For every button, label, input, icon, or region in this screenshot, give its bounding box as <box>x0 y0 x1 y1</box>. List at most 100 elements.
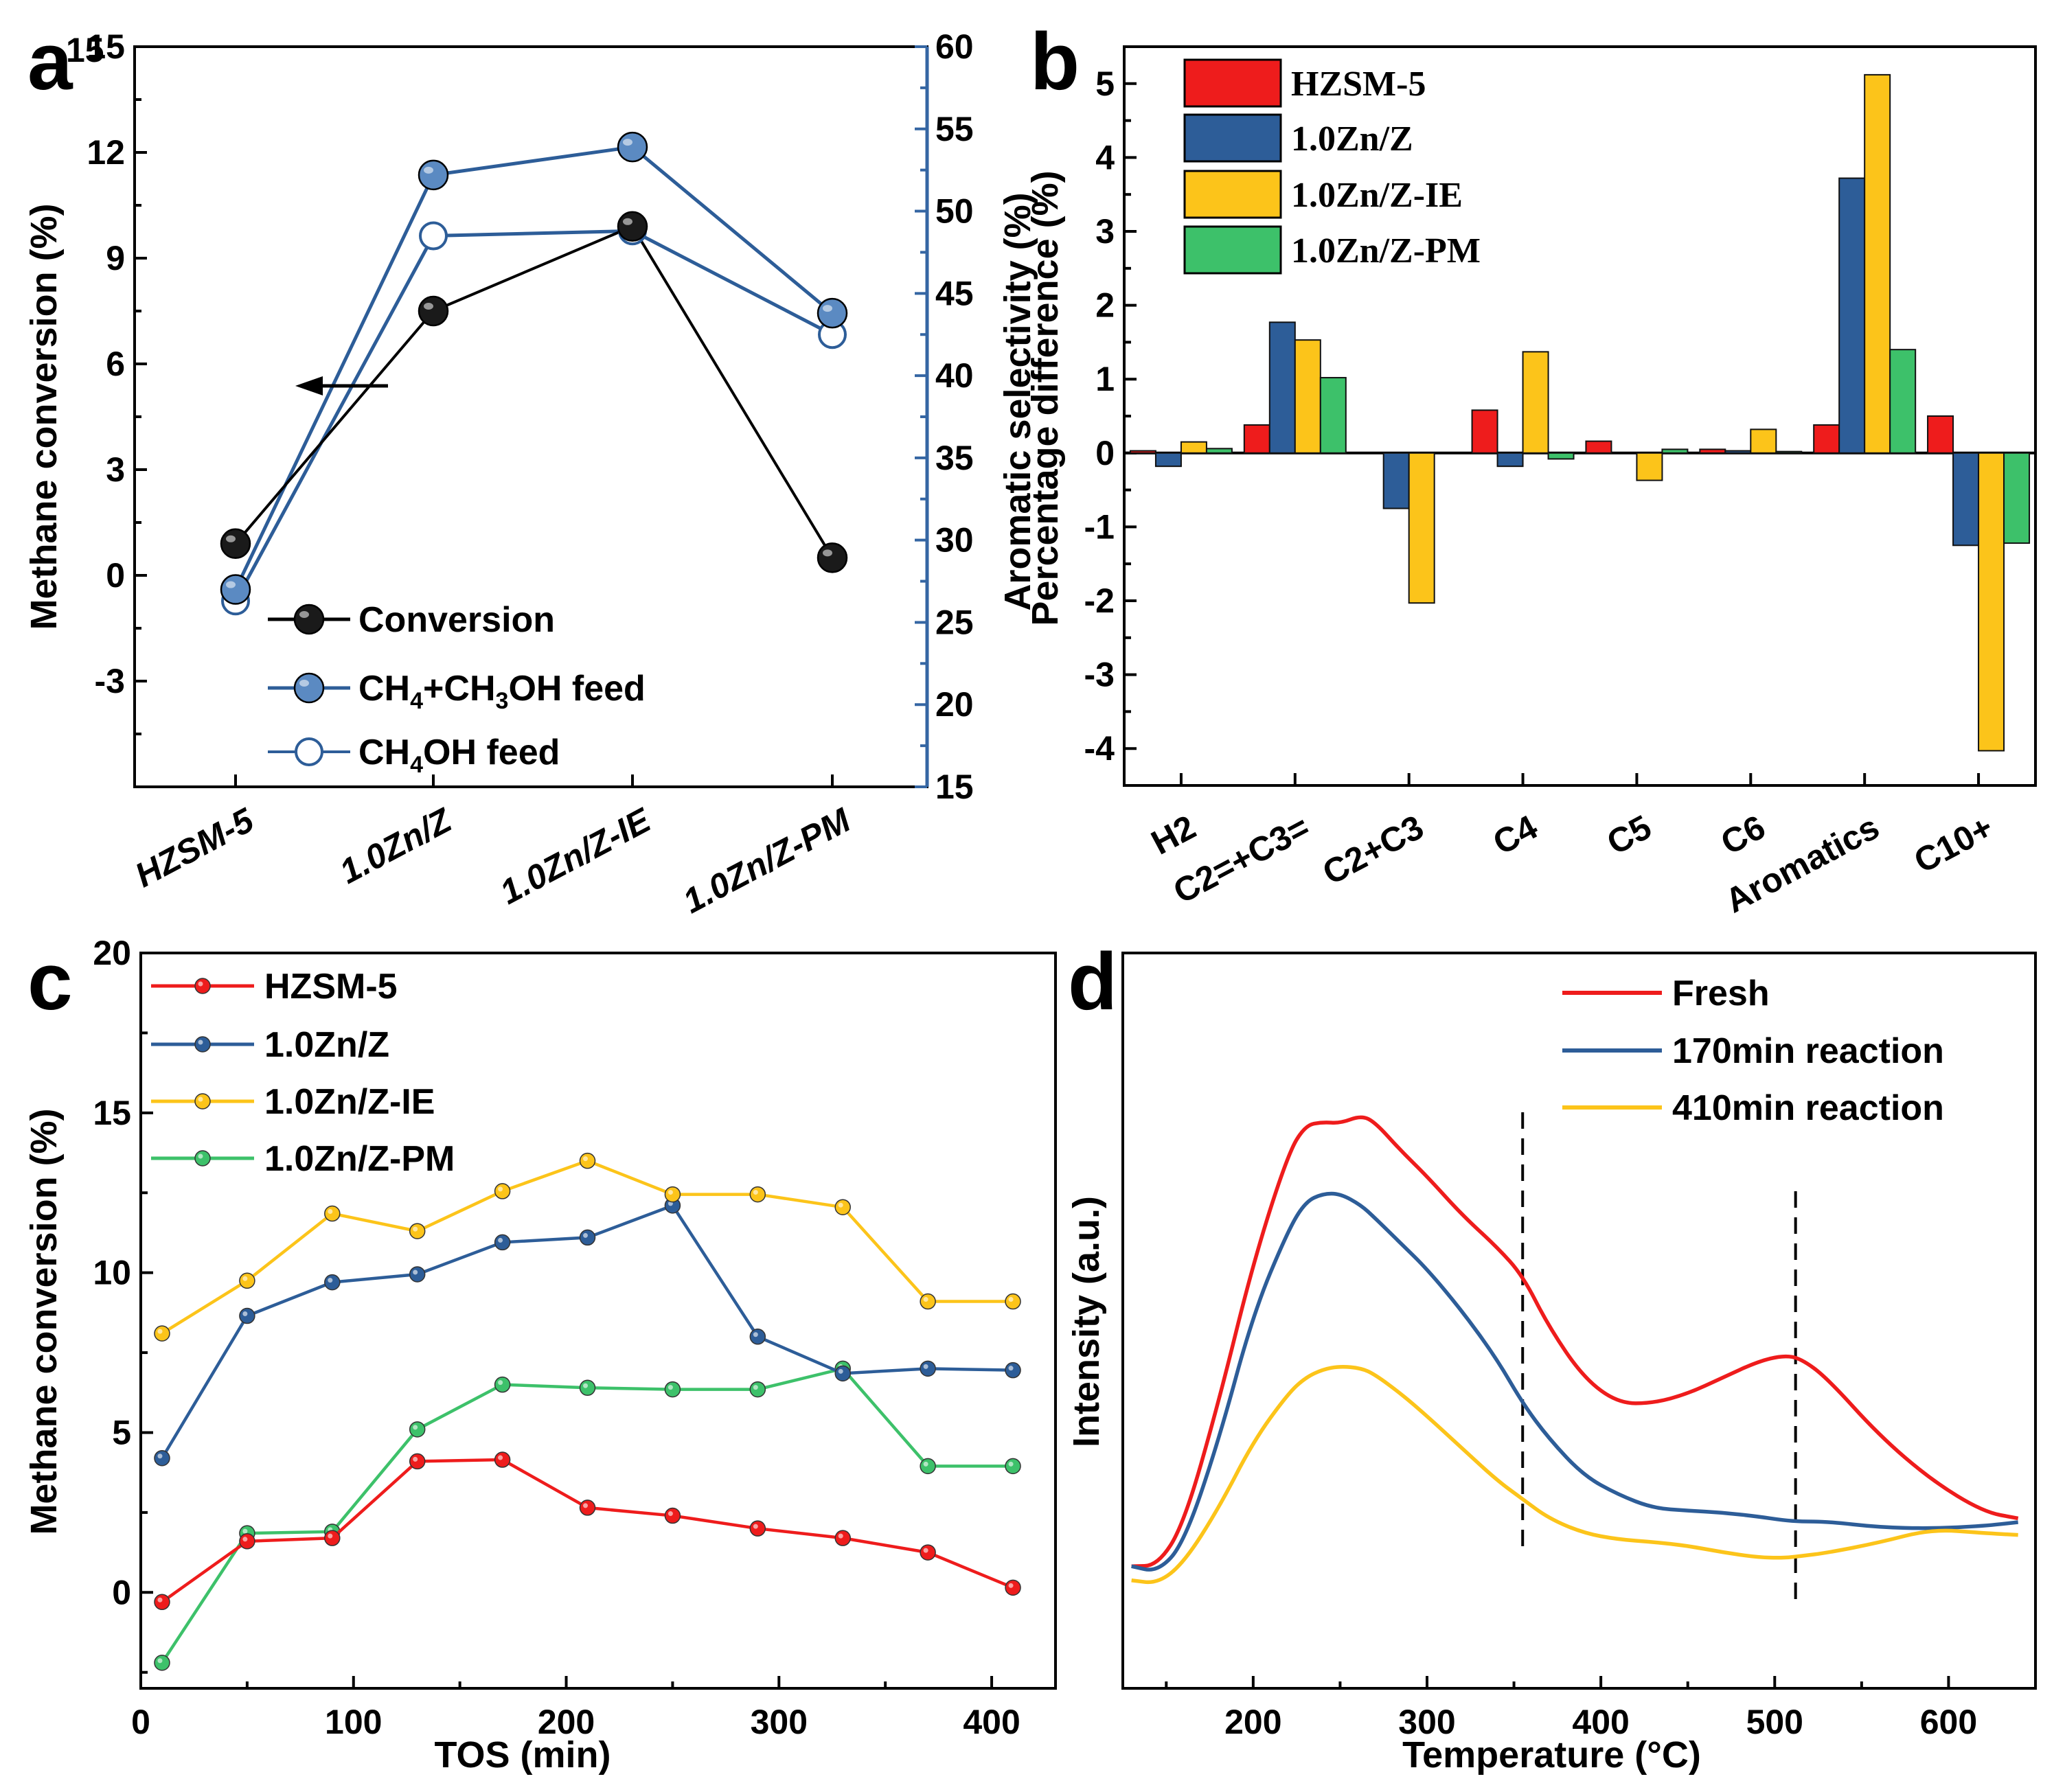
panel-b-xtick-label: C5 <box>1601 807 1658 862</box>
panel-d-frame <box>1121 952 2037 1690</box>
panel-c-point-0 <box>579 1500 596 1516</box>
panel-c-point-1-shine <box>328 1278 333 1283</box>
panel-c-point-2 <box>834 1199 851 1215</box>
panel-a-point-ch4ch3oh-shine <box>623 139 632 146</box>
panel-a-ylabel-right: Aromatic selectivity (%) <box>997 192 1038 610</box>
panel-c-frame <box>139 952 1057 1690</box>
panel-b-bar-1-0zn-z-pm <box>2003 452 2031 544</box>
panel-a-right-tick-label: 30 <box>935 521 974 560</box>
panel-c-point-1 <box>749 1329 766 1345</box>
panel-c-point-2-shine <box>498 1186 503 1192</box>
panel-c-legend-marker-shine <box>198 981 203 987</box>
panel-b-ytick-label: 5 <box>1095 65 1115 103</box>
panel-d-xtick-label: 400 <box>1572 1703 1629 1741</box>
panel-c-point-2-shine <box>923 1297 928 1302</box>
panel-a-point-conversion <box>418 295 449 327</box>
panel-c-point-2-shine <box>668 1190 673 1195</box>
panel-b-ytick-label: -2 <box>1084 582 1115 620</box>
panel-c-legend-label: HZSM-5 <box>264 967 398 1007</box>
panel-c-point-1-shine <box>1008 1366 1014 1371</box>
panel-c-point-2 <box>664 1186 681 1203</box>
panel-c-point-2-shine <box>413 1226 418 1232</box>
panel-a-ytick-top-dup: 15 <box>66 31 104 69</box>
panel-a-xtick-label: 1.0Zn/Z-PM <box>676 801 857 921</box>
panel-c-point-1 <box>579 1229 596 1246</box>
panel-b-bar-1-0zn-z-pm <box>1547 452 1575 460</box>
panel-b-bar-1-0zn-z-ie <box>1408 452 1435 604</box>
panel-a-ytick-label: -3 <box>95 662 125 700</box>
panel-b-legend-swatch <box>1183 58 1282 108</box>
panel-b-bar-1-0zn-z-ie <box>1750 428 1777 454</box>
panel-b-legend-label: 1.0Zn/Z-PM <box>1291 231 1481 271</box>
panel-b-ytick-label: 2 <box>1095 286 1115 325</box>
panel-a-point-conversion <box>220 528 251 560</box>
panel-a-ytick-label: 0 <box>106 556 125 595</box>
panel-c-point-2-shine <box>157 1329 163 1334</box>
panel-c-ytick-label: 15 <box>93 1094 131 1132</box>
panel-b-bar-hzsm-5 <box>1585 440 1612 454</box>
panel-c-xtick-label: 400 <box>963 1703 1020 1741</box>
panel-a-right-tick-label: 25 <box>935 603 974 641</box>
panel-a-right-tick-label: 35 <box>935 439 974 477</box>
panel-c-point-0-shine <box>328 1533 333 1539</box>
panel-c-point-1 <box>1005 1362 1021 1379</box>
panel-a-series-ch4ch3oh-line <box>233 145 834 590</box>
panel-c-point-0 <box>834 1530 851 1546</box>
panel-b-bar-hzsm-5 <box>1471 409 1498 454</box>
panel-b-bar-1-0zn-z-ie <box>1636 452 1663 481</box>
panel-b-bar-1-0zn-z <box>1154 452 1182 468</box>
panel-c-point-0 <box>664 1507 681 1524</box>
panel-c-series-line-2 <box>161 1159 1014 1335</box>
panel-b-ytick-label: -4 <box>1084 729 1115 768</box>
panel-a-series-conversion-line <box>234 225 834 559</box>
panel-c-point-2 <box>1005 1293 1021 1310</box>
panel-c-xtick-label: 0 <box>131 1703 150 1741</box>
panel-c-point-0 <box>324 1530 341 1546</box>
panel-a-point-ch4ch3oh <box>817 297 848 329</box>
panel-b-bar-1-0zn-z <box>1382 452 1410 509</box>
panel-d-series-0 <box>1131 1115 2019 1568</box>
panel-c-point-3 <box>664 1381 681 1398</box>
panel-b-ytick-label: 1 <box>1095 360 1115 398</box>
legend-text-part: OH feed <box>423 733 560 772</box>
panel-a-legend-marker-ch4ch3oh-shine <box>299 680 309 687</box>
panel-c-point-3 <box>920 1458 936 1475</box>
panel-a-xtick-label: HZSM-5 <box>129 801 261 895</box>
panel-a-legend-marker-conversion <box>293 604 325 635</box>
panel-c-legend-label: 1.0Zn/Z-PM <box>264 1139 455 1179</box>
panel-c-xtick-label: 300 <box>751 1703 808 1741</box>
panel-a-ytick-label: 3 <box>106 450 125 489</box>
panel-c-point-1-shine <box>838 1368 843 1374</box>
panel-b-bar-1-0zn-z-pm <box>1889 349 1917 454</box>
panel-c-point-1 <box>834 1365 851 1382</box>
panel-c-point-3 <box>409 1421 426 1438</box>
panel-b-bar-1-0zn-z-ie <box>1180 441 1207 454</box>
panel-c-legend-marker <box>194 1036 211 1053</box>
panel-d-xtick-label: 300 <box>1398 1703 1455 1741</box>
panel-c-point-2-shine <box>583 1156 589 1162</box>
panel-a-right-tick-label: 20 <box>935 685 974 724</box>
panel-b-legend-label: 1.0Zn/Z-IE <box>1291 176 1463 215</box>
panel-c-point-1 <box>494 1234 511 1251</box>
panel-b-legend-swatch <box>1183 113 1282 163</box>
legend-text-part: CH <box>358 669 410 709</box>
panel-c-point-2-shine <box>328 1209 333 1215</box>
panel-c-xtick-label: 100 <box>325 1703 382 1741</box>
panel-c-point-1 <box>239 1307 255 1324</box>
panel-d-xtick-label: 200 <box>1224 1703 1281 1741</box>
panel-a-ytick-label: 12 <box>87 133 125 172</box>
panel-b-xtick-label: H2 <box>1145 807 1202 862</box>
panel-a-legend-marker-ch3oh <box>295 737 323 766</box>
panel-d-legend-label: 410min reaction <box>1672 1088 1944 1128</box>
panel-a-xtick-label: 1.0Zn/Z-IE <box>494 800 658 911</box>
panel-c-point-2 <box>494 1183 511 1199</box>
panel-d-legend-label: Fresh <box>1672 974 1770 1013</box>
panel-b-legend-label: 1.0Zn/Z <box>1291 119 1413 159</box>
panel-b-ytick-label: 0 <box>1095 434 1115 472</box>
panel-a-xtick-label: 1.0Zn/Z <box>333 800 459 891</box>
panel-b-bar-1-0zn-z <box>1268 321 1296 454</box>
panel-c-point-3 <box>1005 1458 1021 1475</box>
panel-b-bar-1-0zn-z-ie <box>1978 452 2005 752</box>
panel-c-point-2 <box>324 1205 341 1222</box>
panel-c-point-0 <box>749 1520 766 1537</box>
